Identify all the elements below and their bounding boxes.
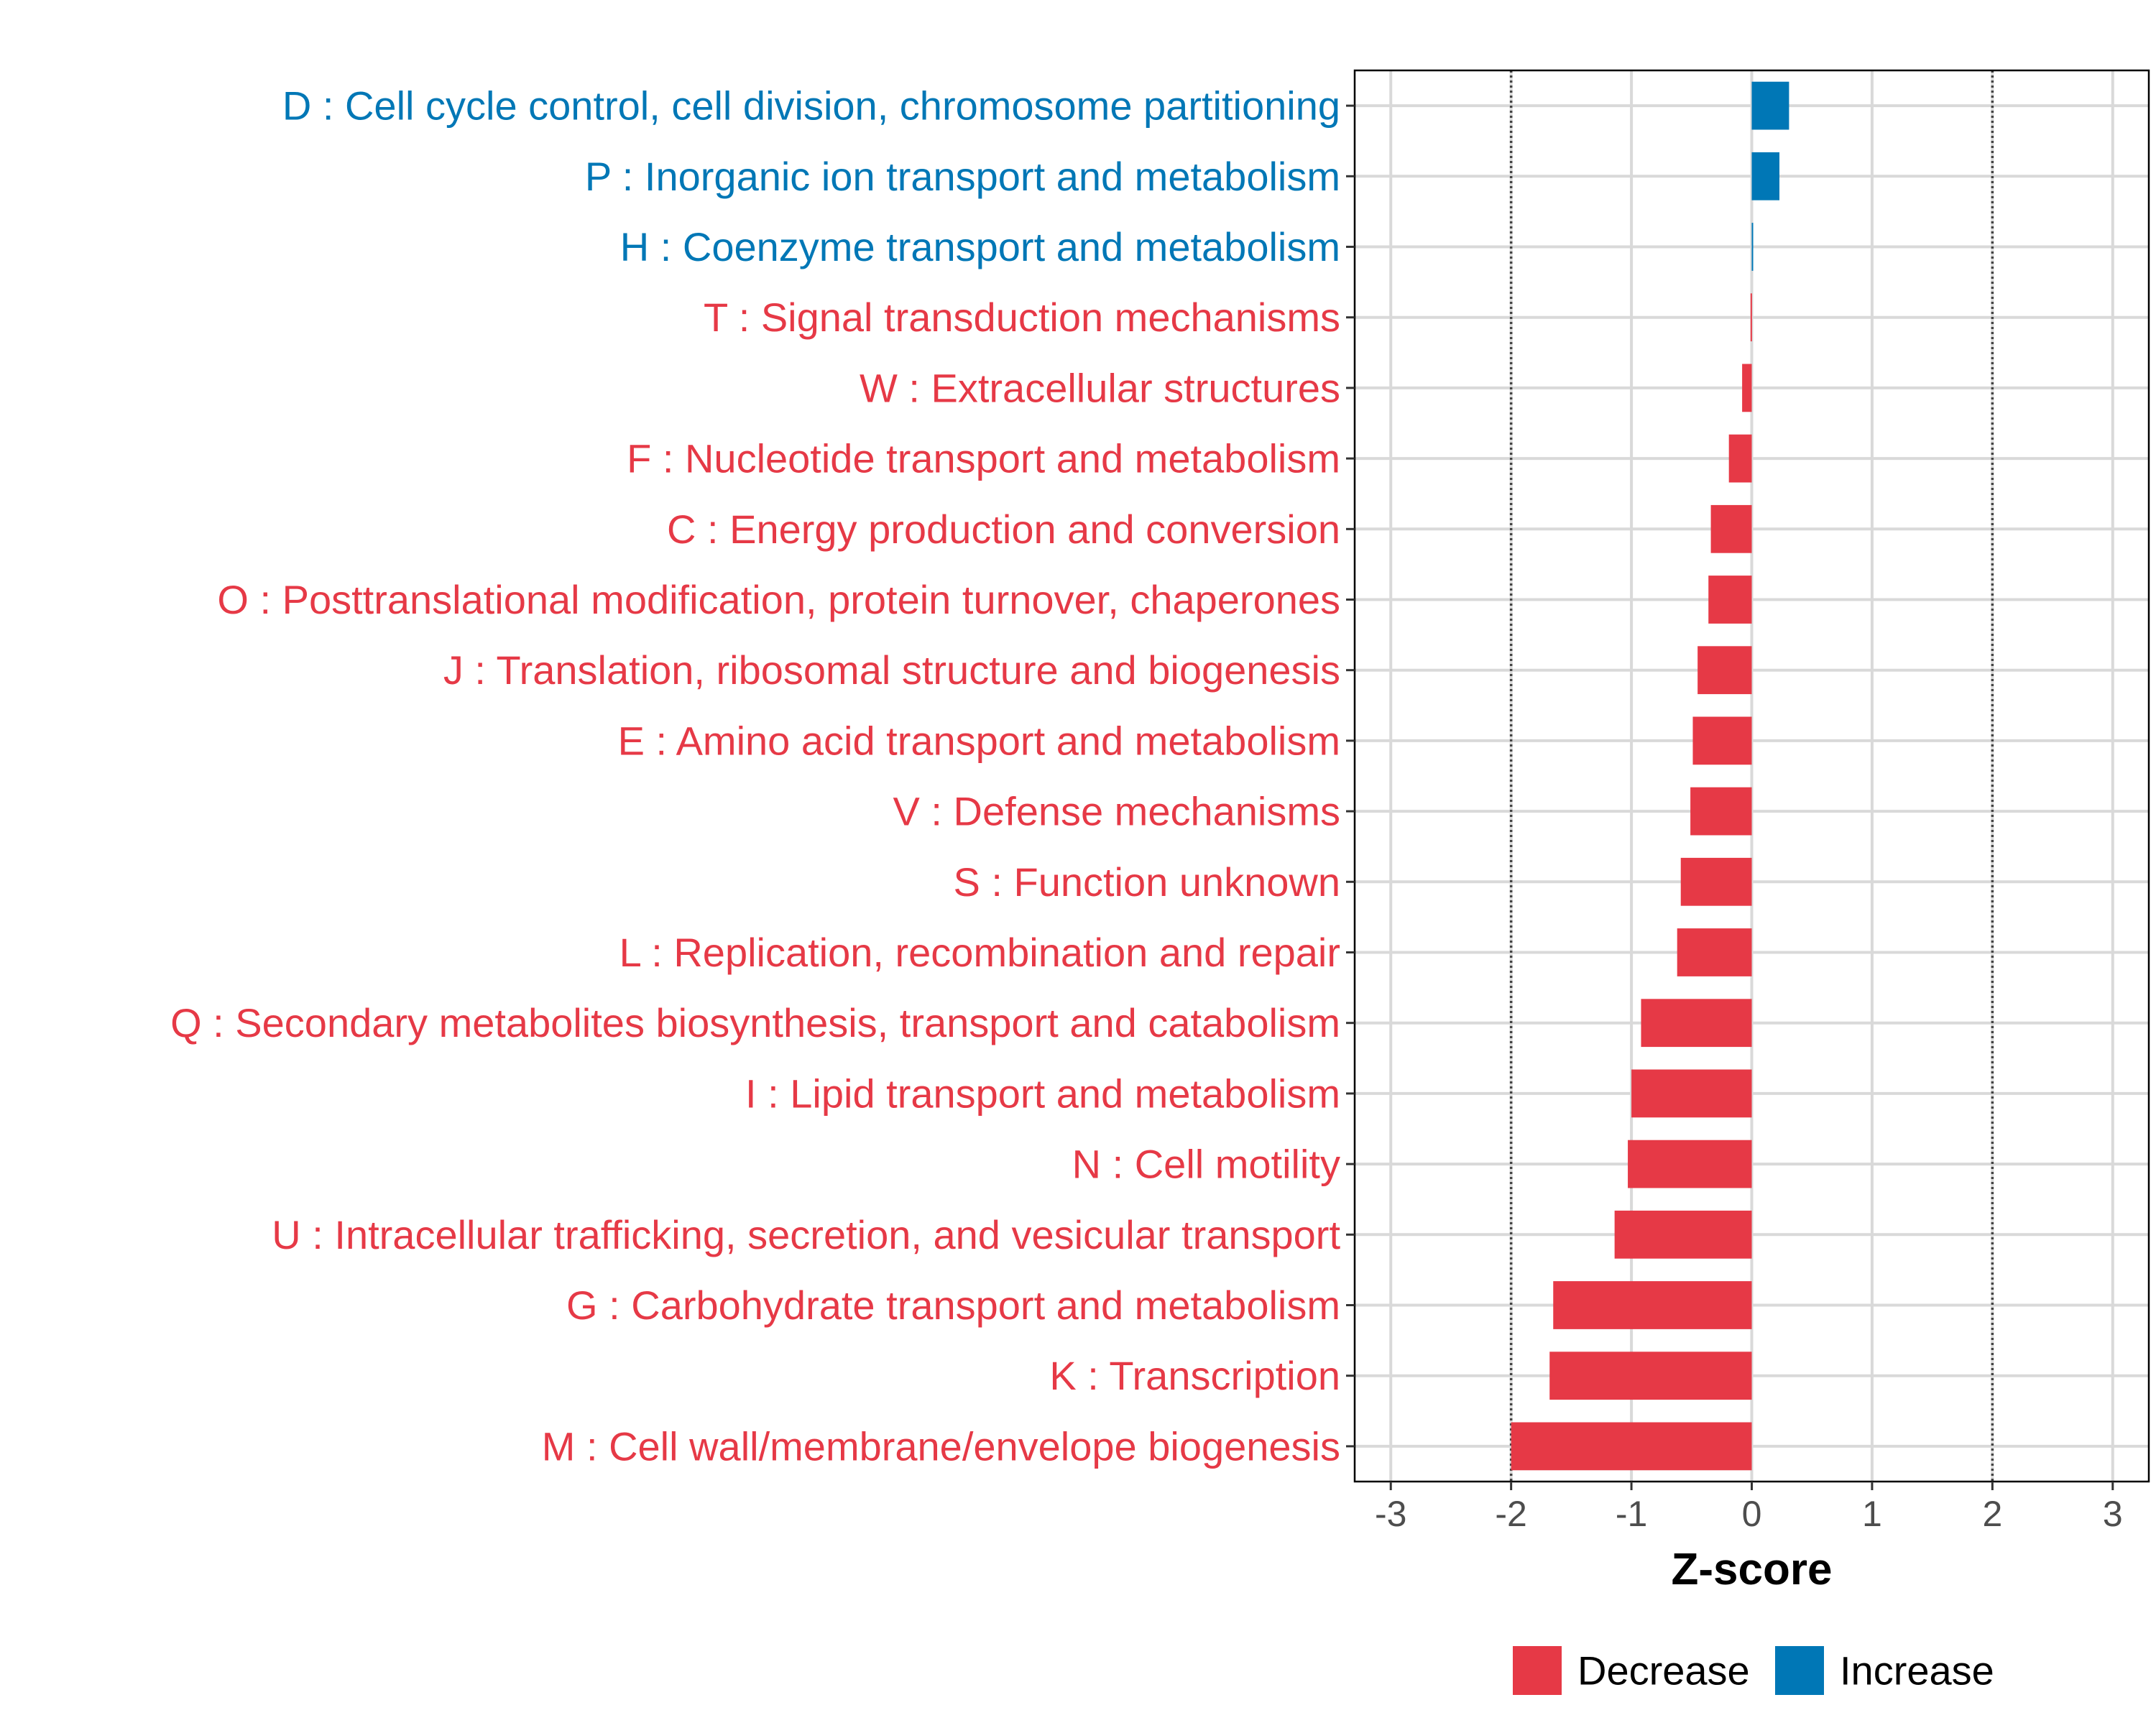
y-tick-label: C : Energy production and conversion xyxy=(667,507,1340,552)
y-tick-label: I : Lipid transport and metabolism xyxy=(745,1071,1340,1116)
y-tick-label: Q : Secondary metabolites biosynthesis, … xyxy=(170,1000,1340,1045)
y-tick-label: H : Coenzyme transport and metabolism xyxy=(620,224,1340,269)
bar xyxy=(1742,364,1752,412)
y-tick-label: D : Cell cycle control, cell division, c… xyxy=(282,83,1340,129)
x-tick-label: 3 xyxy=(2103,1494,2123,1534)
y-tick-label: J : Translation, ribosomal structure and… xyxy=(443,647,1340,693)
bar xyxy=(1553,1281,1752,1329)
bar xyxy=(1697,646,1752,695)
y-tick-label: M : Cell wall/membrane/envelope biogenes… xyxy=(542,1423,1340,1469)
bar xyxy=(1628,1140,1752,1188)
y-tick-label: L : Replication, recombination and repai… xyxy=(619,930,1340,975)
bar xyxy=(1692,716,1752,765)
x-tick-label: 0 xyxy=(1742,1494,1762,1534)
bar xyxy=(1751,81,1789,130)
bar xyxy=(1614,1210,1752,1259)
bar xyxy=(1728,434,1752,483)
y-tick-label: V : Defense mechanisms xyxy=(893,789,1340,834)
y-axis-labels: D : Cell cycle control, cell division, c… xyxy=(170,83,1340,1469)
x-tick-label: -2 xyxy=(1495,1494,1526,1534)
bar xyxy=(1677,928,1752,976)
y-tick-label: K : Transcription xyxy=(1049,1353,1340,1398)
bar xyxy=(1641,999,1752,1048)
bar xyxy=(1511,1422,1752,1471)
legend-swatch-increase xyxy=(1775,1646,1824,1695)
y-tick-label: G : Carbohydrate transport and metabolis… xyxy=(566,1283,1340,1328)
bar xyxy=(1710,504,1752,553)
y-tick-label: F : Nucleotide transport and metabolism xyxy=(627,436,1340,481)
x-tick-label: -1 xyxy=(1616,1494,1647,1534)
y-tick-label: P : Inorganic ion transport and metaboli… xyxy=(585,154,1340,199)
y-tick-label: E : Amino acid transport and metabolism xyxy=(618,718,1340,763)
bar xyxy=(1680,857,1752,906)
x-axis-ticks: -3 -2 -1 0 1 2 3 xyxy=(1375,1482,2123,1534)
y-axis-ticks xyxy=(1346,104,1355,1448)
legend-label-decrease: Decrease xyxy=(1577,1648,1750,1694)
bar xyxy=(1750,293,1752,342)
legend-label-increase: Increase xyxy=(1840,1648,1994,1694)
reference-lines xyxy=(1509,70,1994,1482)
bar xyxy=(1751,223,1754,271)
bar xyxy=(1549,1352,1752,1400)
y-tick-label: W : Extracellular structures xyxy=(860,365,1340,410)
legend-swatch-decrease xyxy=(1513,1646,1562,1695)
y-tick-label: T : Signal transduction mechanisms xyxy=(704,295,1340,340)
x-tick-label: 2 xyxy=(1982,1494,2002,1534)
bar xyxy=(1751,152,1780,200)
y-tick-label: U : Intracellular trafficking, secretion… xyxy=(272,1212,1340,1257)
x-tick-label: 1 xyxy=(1862,1494,1882,1534)
bars xyxy=(1511,81,1789,1471)
bar xyxy=(1631,1069,1752,1118)
y-tick-label: N : Cell motility xyxy=(1072,1142,1340,1187)
x-axis-title: Z-score xyxy=(1672,1545,1833,1594)
bar xyxy=(1708,576,1752,624)
y-tick-label: O : Posttranslational modification, prot… xyxy=(217,577,1340,622)
y-tick-label: S : Function unknown xyxy=(953,859,1340,905)
legend: Decrease Increase xyxy=(1513,1646,1994,1695)
x-tick-label: -3 xyxy=(1375,1494,1406,1534)
bar xyxy=(1690,787,1752,836)
